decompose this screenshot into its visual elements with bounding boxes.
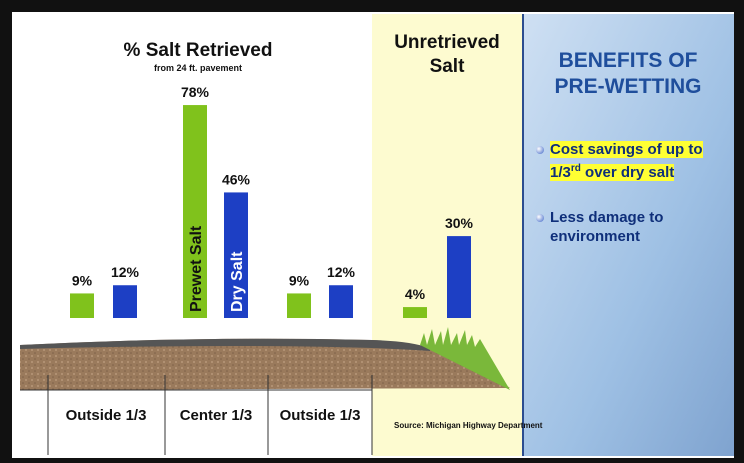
panel-title-line: BENEFITS OF	[558, 49, 698, 72]
panel-bg	[522, 14, 734, 456]
bar	[70, 293, 94, 318]
value-label: 9%	[72, 272, 93, 288]
category-row	[20, 390, 372, 456]
bar	[447, 236, 471, 318]
chart-title: % Salt Retrieved	[124, 40, 273, 61]
panel-title-line: PRE-WETTING	[554, 75, 702, 98]
benefits-panel: BENEFITS OF PRE-WETTING Cost savings of …	[524, 22, 732, 452]
panel-title: BENEFITS OF PRE-WETTING	[524, 48, 732, 100]
grass	[420, 327, 510, 390]
bar	[113, 285, 137, 318]
highlight: Cost savings of up to 1/3rd over dry sal…	[550, 141, 703, 181]
unretrieved-title: Unretrieved Salt	[394, 32, 500, 77]
value-label: 78%	[181, 84, 210, 100]
legend-label: Dry Salt	[229, 251, 246, 312]
unretrieved-bg	[372, 14, 524, 456]
value-label: 46%	[222, 171, 251, 187]
bar	[329, 285, 353, 318]
legend-label: Prewet Salt	[188, 225, 205, 312]
chart-subtitle: from 24 ft. pavement	[154, 63, 242, 73]
source: Source: Michigan Highway Department	[394, 421, 543, 430]
bullet: Cost savings of up to 1/3rd over dry sal…	[534, 140, 730, 182]
superscript: rd	[570, 163, 581, 174]
bar	[224, 192, 248, 318]
value-label: 9%	[289, 272, 310, 288]
x-tick-label: Center 1/3	[180, 407, 253, 424]
x-tick-label: Outside 1/3	[66, 407, 147, 424]
x-tick-label: Outside 1/3	[280, 407, 361, 424]
bullet-text: over dry salt	[580, 164, 675, 181]
bullet-text: Cost savings of up to 1/3	[550, 141, 703, 181]
value-label: 30%	[445, 215, 474, 231]
bar	[287, 293, 311, 318]
bullet: Less damage to environment	[534, 208, 730, 246]
value-label: 12%	[327, 264, 356, 280]
value-label: 12%	[111, 264, 140, 280]
value-label: 4%	[405, 286, 426, 302]
bar	[403, 307, 427, 318]
ground	[20, 338, 510, 390]
bullet-text: Less damage to environment	[550, 209, 664, 245]
bar	[183, 105, 207, 318]
pavement	[20, 338, 430, 351]
